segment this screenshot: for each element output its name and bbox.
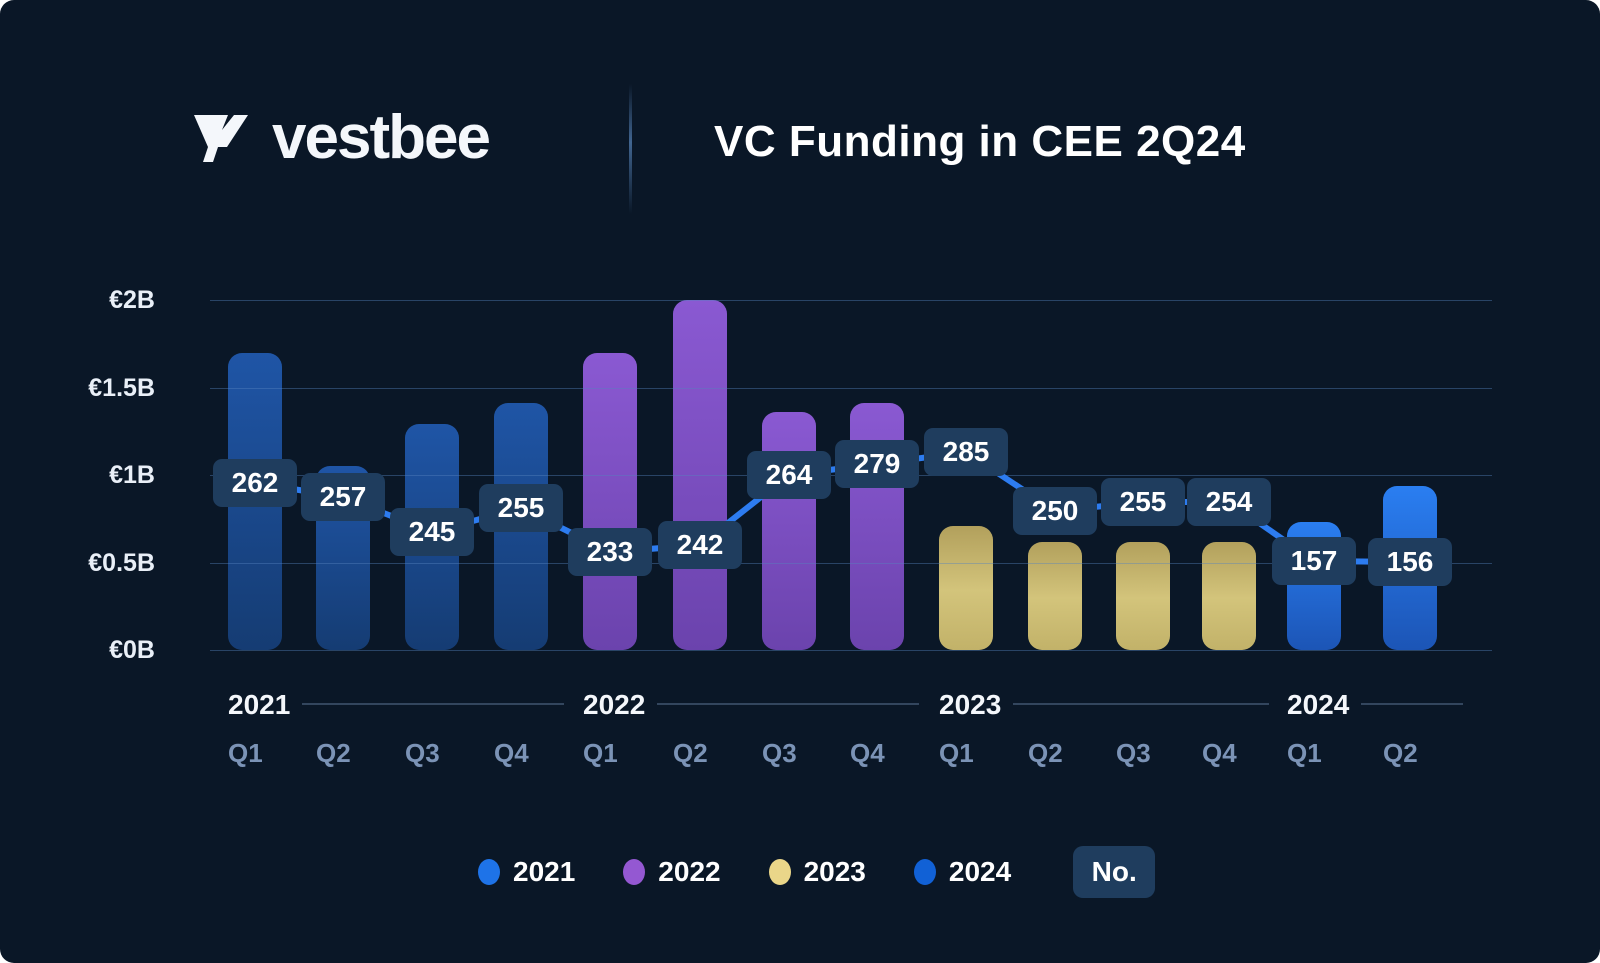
gridline xyxy=(210,562,1492,564)
x-axis-quarter-label: Q4 xyxy=(494,738,529,768)
legend-label-2022: 2022 xyxy=(658,856,721,887)
x-axis-quarter-label: Q4 xyxy=(850,738,885,768)
y-axis-tick: €1.5B xyxy=(88,373,155,402)
deals-badge-2024-q1: 157 xyxy=(1272,537,1356,585)
vestbee-logo: vestbee xyxy=(190,103,491,172)
legend-item-2024: 2024 xyxy=(913,856,1012,888)
vestbee-y-icon xyxy=(194,115,248,162)
deals-badge-2023-q1: 285 xyxy=(924,428,1008,476)
deals-badge-2022-q4: 279 xyxy=(835,440,919,488)
deals-badge-2021-q2: 257 xyxy=(301,473,385,521)
x-axis-quarter-label: Q4 xyxy=(1202,738,1237,768)
x-axis-year-label: 2024 xyxy=(1287,689,1350,720)
y-axis-tick: €0.5B xyxy=(88,548,155,577)
x-axis-quarter-label: Q1 xyxy=(228,738,263,768)
legend-no-badge: No. xyxy=(1073,846,1156,898)
legend-label-2024: 2024 xyxy=(948,856,1012,887)
legend-item-2022: 2022 xyxy=(623,856,721,888)
header-divider xyxy=(629,84,632,214)
x-axis-quarter-label: Q1 xyxy=(939,738,974,768)
y-axis-tick: €0B xyxy=(109,636,155,664)
legend-label-2023: 2023 xyxy=(803,856,866,887)
deals-badge-2022-q1: 233 xyxy=(568,528,652,576)
funding-bar-2023-q3 xyxy=(1116,541,1170,650)
deals-badge-2023-q4: 254 xyxy=(1187,478,1271,526)
logo-wordmark: vestbee xyxy=(272,103,491,172)
deals-badge-2024-q2: 156 xyxy=(1368,538,1452,586)
x-axis-year-line xyxy=(302,703,564,705)
legend-label-2021: 2021 xyxy=(513,856,576,887)
gridline xyxy=(210,300,1492,301)
legend-dot-2024 xyxy=(913,859,936,885)
deals-badge-2023-q2: 250 xyxy=(1013,487,1097,535)
x-axis-quarter-label: Q3 xyxy=(1116,738,1151,768)
funding-bar-2023-q1 xyxy=(939,525,993,650)
deals-badge-2023-q3: 255 xyxy=(1101,478,1185,526)
x-axis-quarter-label: Q2 xyxy=(673,738,708,768)
page-title: VC Funding in CEE 2Q24 xyxy=(714,117,1246,166)
x-axis-quarter-label: Q3 xyxy=(405,738,440,768)
x-axis-quarter-label: Q2 xyxy=(1028,738,1063,768)
legend-item-2021: 2021 xyxy=(478,856,575,888)
x-axis-year-line xyxy=(1013,703,1269,705)
y-axis-tick: €1B xyxy=(109,461,155,489)
legend-dot-2021 xyxy=(478,859,500,885)
funding-bar-2022-q1 xyxy=(583,352,637,650)
deals-badge-2021-q1: 262 xyxy=(213,459,297,507)
deals-badge-2022-q2: 242 xyxy=(658,521,742,569)
gridline xyxy=(210,650,1492,651)
x-axis-year-label: 2021 xyxy=(228,689,291,720)
x-axis-quarter-label: Q1 xyxy=(1287,738,1322,768)
x-axis-year-label: 2023 xyxy=(939,689,1002,720)
legend-dot-2022 xyxy=(623,859,646,885)
deals-badge-2022-q3: 264 xyxy=(747,451,831,499)
x-axis-year-line xyxy=(657,703,919,705)
chart-legend: 2021 2022 2023 2024 No. xyxy=(478,846,1156,898)
x-axis-quarter-label: Q2 xyxy=(1383,738,1418,768)
y-axis-tick: €2B xyxy=(109,286,155,314)
x-axis-quarter-label: Q2 xyxy=(316,738,351,768)
gridline xyxy=(210,387,1492,389)
x-axis-year-label: 2022 xyxy=(583,689,646,720)
funding-bar-2023-q2 xyxy=(1028,541,1082,650)
deals-badge-2021-q4: 255 xyxy=(479,484,563,532)
x-axis-quarter-label: Q3 xyxy=(762,738,797,768)
funding-bar-2022-q2 xyxy=(673,300,727,650)
funding-bar-2023-q4 xyxy=(1202,541,1256,650)
legend-item-2023: 2023 xyxy=(768,856,866,888)
x-axis-year-line xyxy=(1361,703,1463,705)
x-axis-quarter-label: Q1 xyxy=(583,738,618,768)
deals-badge-2021-q3: 245 xyxy=(390,508,474,556)
legend-dot-2023 xyxy=(768,859,791,885)
